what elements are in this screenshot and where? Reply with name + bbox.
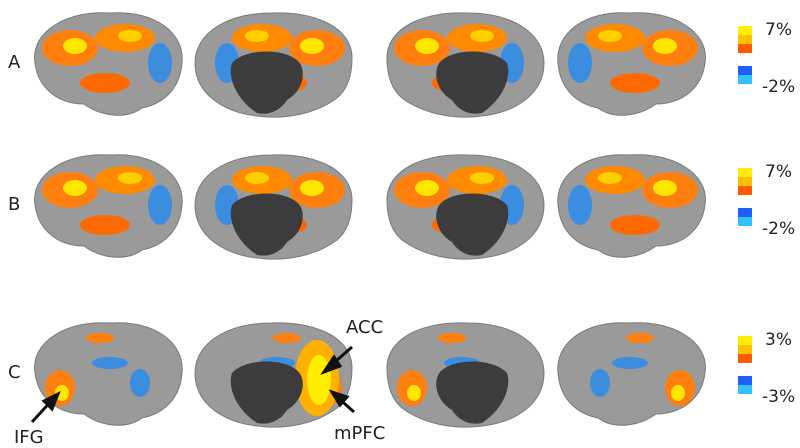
brain	[386, 12, 545, 118]
medial-wall	[436, 361, 509, 424]
activation	[307, 355, 331, 405]
brain	[34, 322, 183, 426]
arrowhead	[41, 390, 61, 412]
colorbar	[738, 26, 752, 84]
scale-min: -2%	[762, 77, 795, 97]
brain	[194, 322, 353, 428]
brain	[194, 154, 353, 260]
scale-max: 7%	[765, 162, 792, 182]
arrowhead	[320, 354, 343, 376]
colorbar-swatch	[738, 208, 752, 217]
colorbar-swatch	[738, 75, 752, 84]
colorbar-swatch	[738, 217, 752, 226]
colorbar-swatch	[738, 26, 752, 35]
row-label: C	[8, 362, 21, 383]
annotations	[30, 345, 355, 424]
colorbar-swatch	[738, 385, 752, 394]
annotation: ACC	[346, 317, 383, 338]
colorbar-swatch	[738, 177, 752, 186]
brain	[557, 154, 706, 258]
colorbar-swatch	[738, 376, 752, 385]
scale-max: 7%	[765, 20, 792, 40]
medial-wall	[230, 193, 303, 256]
brain	[34, 12, 183, 116]
brain	[386, 154, 545, 260]
colorbar-swatch	[738, 186, 752, 195]
brain	[557, 322, 706, 426]
row: B 7% -2%	[8, 154, 795, 260]
row: C 3% -3%	[8, 322, 795, 428]
medial-wall	[230, 361, 303, 424]
brain	[34, 154, 183, 258]
colorbar-swatch	[738, 336, 752, 345]
brain	[194, 12, 353, 118]
brain	[557, 12, 706, 116]
medial-wall	[436, 51, 509, 114]
colorbar-swatch	[738, 168, 752, 177]
arrowhead	[328, 389, 350, 408]
row-label: A	[8, 52, 21, 73]
colorbar-swatch	[738, 354, 752, 363]
scale-min: -2%	[762, 219, 795, 239]
colorbar-swatch	[738, 35, 752, 44]
row-label: B	[8, 194, 20, 215]
scale-max: 3%	[765, 330, 792, 350]
colorbar	[738, 336, 752, 394]
scale-min: -3%	[762, 387, 795, 407]
medial-wall	[436, 193, 509, 256]
rows: A 7% -2% B 7% -2% C 3% -3%	[8, 12, 795, 428]
row: A 7% -2%	[8, 12, 795, 118]
medial-wall	[230, 51, 303, 114]
colorbar-swatch	[738, 66, 752, 75]
colorbar	[738, 168, 752, 226]
annotation: IFG	[14, 427, 44, 448]
annotation: mPFC	[334, 423, 385, 444]
brain	[386, 322, 545, 428]
colorbar-swatch	[738, 345, 752, 354]
colorbar-swatch	[738, 44, 752, 53]
